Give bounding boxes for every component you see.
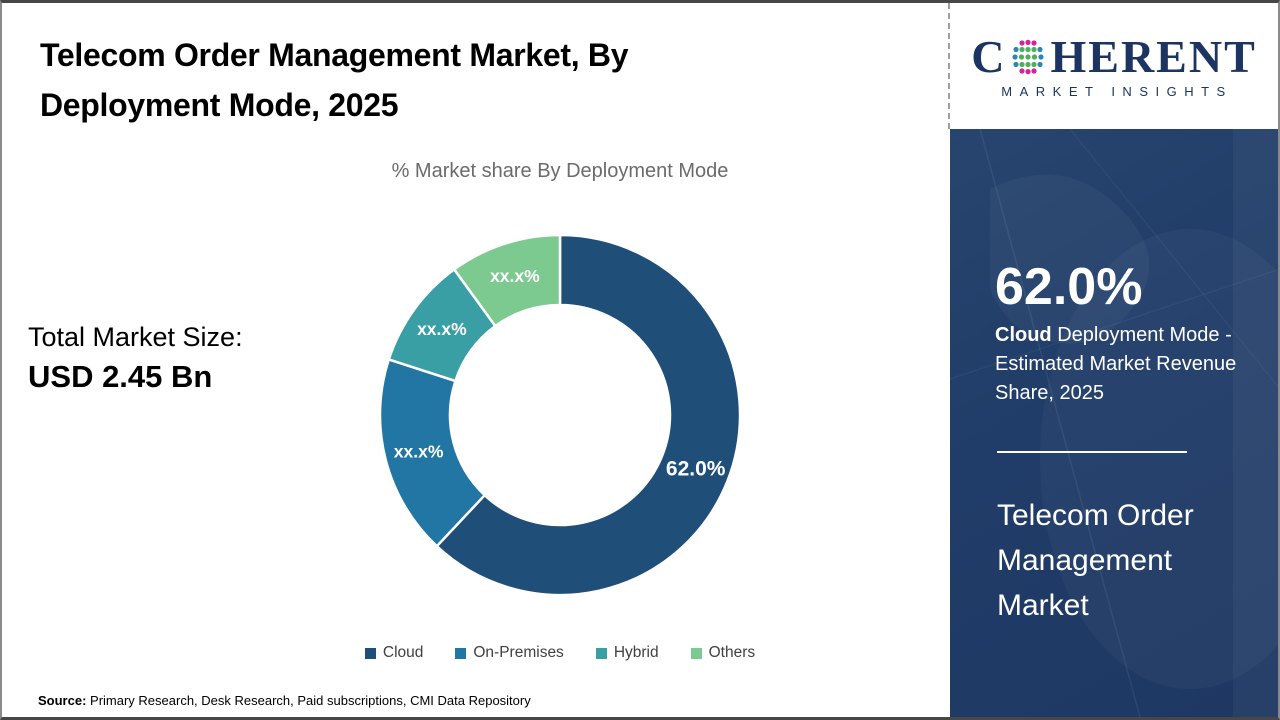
panel-divider <box>997 451 1187 453</box>
legend-swatch <box>595 647 607 659</box>
segment-value-label: 62.0% <box>666 458 726 481</box>
legend-label: Others <box>708 644 756 661</box>
legend-item-cloud: Cloud <box>364 644 424 662</box>
logo-tagline: MARKET INSIGHTS <box>1001 83 1233 99</box>
donut-chart: 62.0% xx.x% xx.x% xx.x% <box>360 215 760 615</box>
donut-segment-others <box>452 233 562 328</box>
logo-letters-rest: HERENT <box>1050 30 1257 82</box>
donut-chart-svg: 62.0% xx.x% xx.x% xx.x% <box>378 233 742 597</box>
highlight-stat-value: 62.0% <box>995 258 1143 316</box>
legend-label: Hybrid <box>613 644 659 661</box>
source-label: Source: <box>38 693 87 708</box>
source-text: Primary Research, Desk Research, Paid su… <box>86 693 531 708</box>
chart-legend: Cloud On-Premises Hybrid Others <box>170 644 950 662</box>
market-name: Telecom Order Management Market <box>997 499 1194 622</box>
logo-wordmark: C HERENT <box>971 30 1257 82</box>
brand-logo: C HERENT MARKET INSIGHTS <box>948 3 1278 129</box>
legend-item-on-premises: On-Premises <box>455 644 564 662</box>
highlight-panel: 62.0% Cloud Deployment Mode - Estimated … <box>950 129 1280 717</box>
highlight-stat-text: Deployment Mode - Estimated Market Reven… <box>995 324 1237 404</box>
total-market-size: Total Market Size: USD 2.45 Bn <box>28 322 243 395</box>
segment-value-label: xx.x% <box>417 319 467 339</box>
world-map-texture <box>950 129 1280 717</box>
legend-item-hybrid: Hybrid <box>595 644 659 662</box>
legend-swatch <box>455 647 467 659</box>
segment-value-label: xx.x% <box>490 266 540 286</box>
logo-letter-c: C <box>971 30 1007 82</box>
chart-subtitle: % Market share By Deployment Mode <box>391 160 729 182</box>
legend-swatch <box>364 647 376 659</box>
total-market-label: Total Market Size: <box>28 322 243 352</box>
legend-label: Cloud <box>382 644 424 661</box>
total-market-value: USD 2.45 Bn <box>28 359 213 394</box>
logo-globe-icon <box>1012 39 1045 74</box>
page-title: Telecom Order Management Market, By Depl… <box>40 37 629 123</box>
segment-value-label: xx.x% <box>394 441 444 461</box>
highlight-segment-name: Cloud <box>995 324 1052 346</box>
highlight-stat-description: Cloud Deployment Mode - Estimated Market… <box>995 321 1257 408</box>
legend-label: On-Premises <box>473 644 564 661</box>
legend-swatch <box>690 647 702 659</box>
donut-segment-cloud <box>435 233 742 597</box>
source-note: Source: Primary Research, Desk Research,… <box>38 693 531 708</box>
legend-item-others: Others <box>690 644 756 662</box>
